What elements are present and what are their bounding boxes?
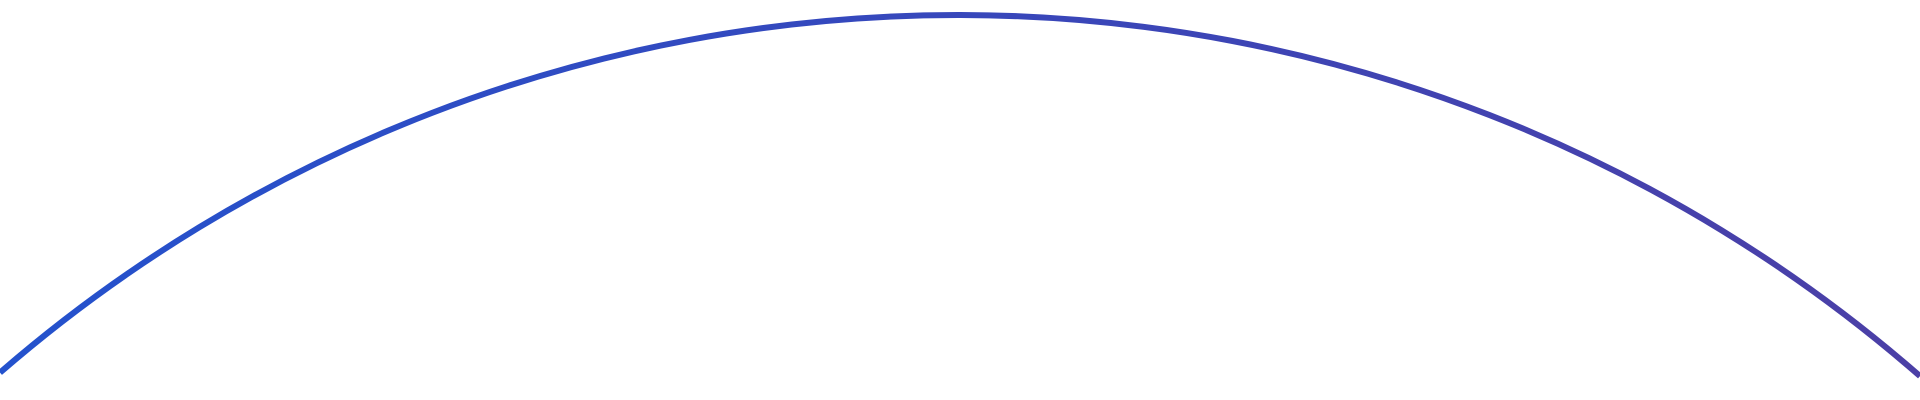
curve-line (0, 12, 1920, 379)
